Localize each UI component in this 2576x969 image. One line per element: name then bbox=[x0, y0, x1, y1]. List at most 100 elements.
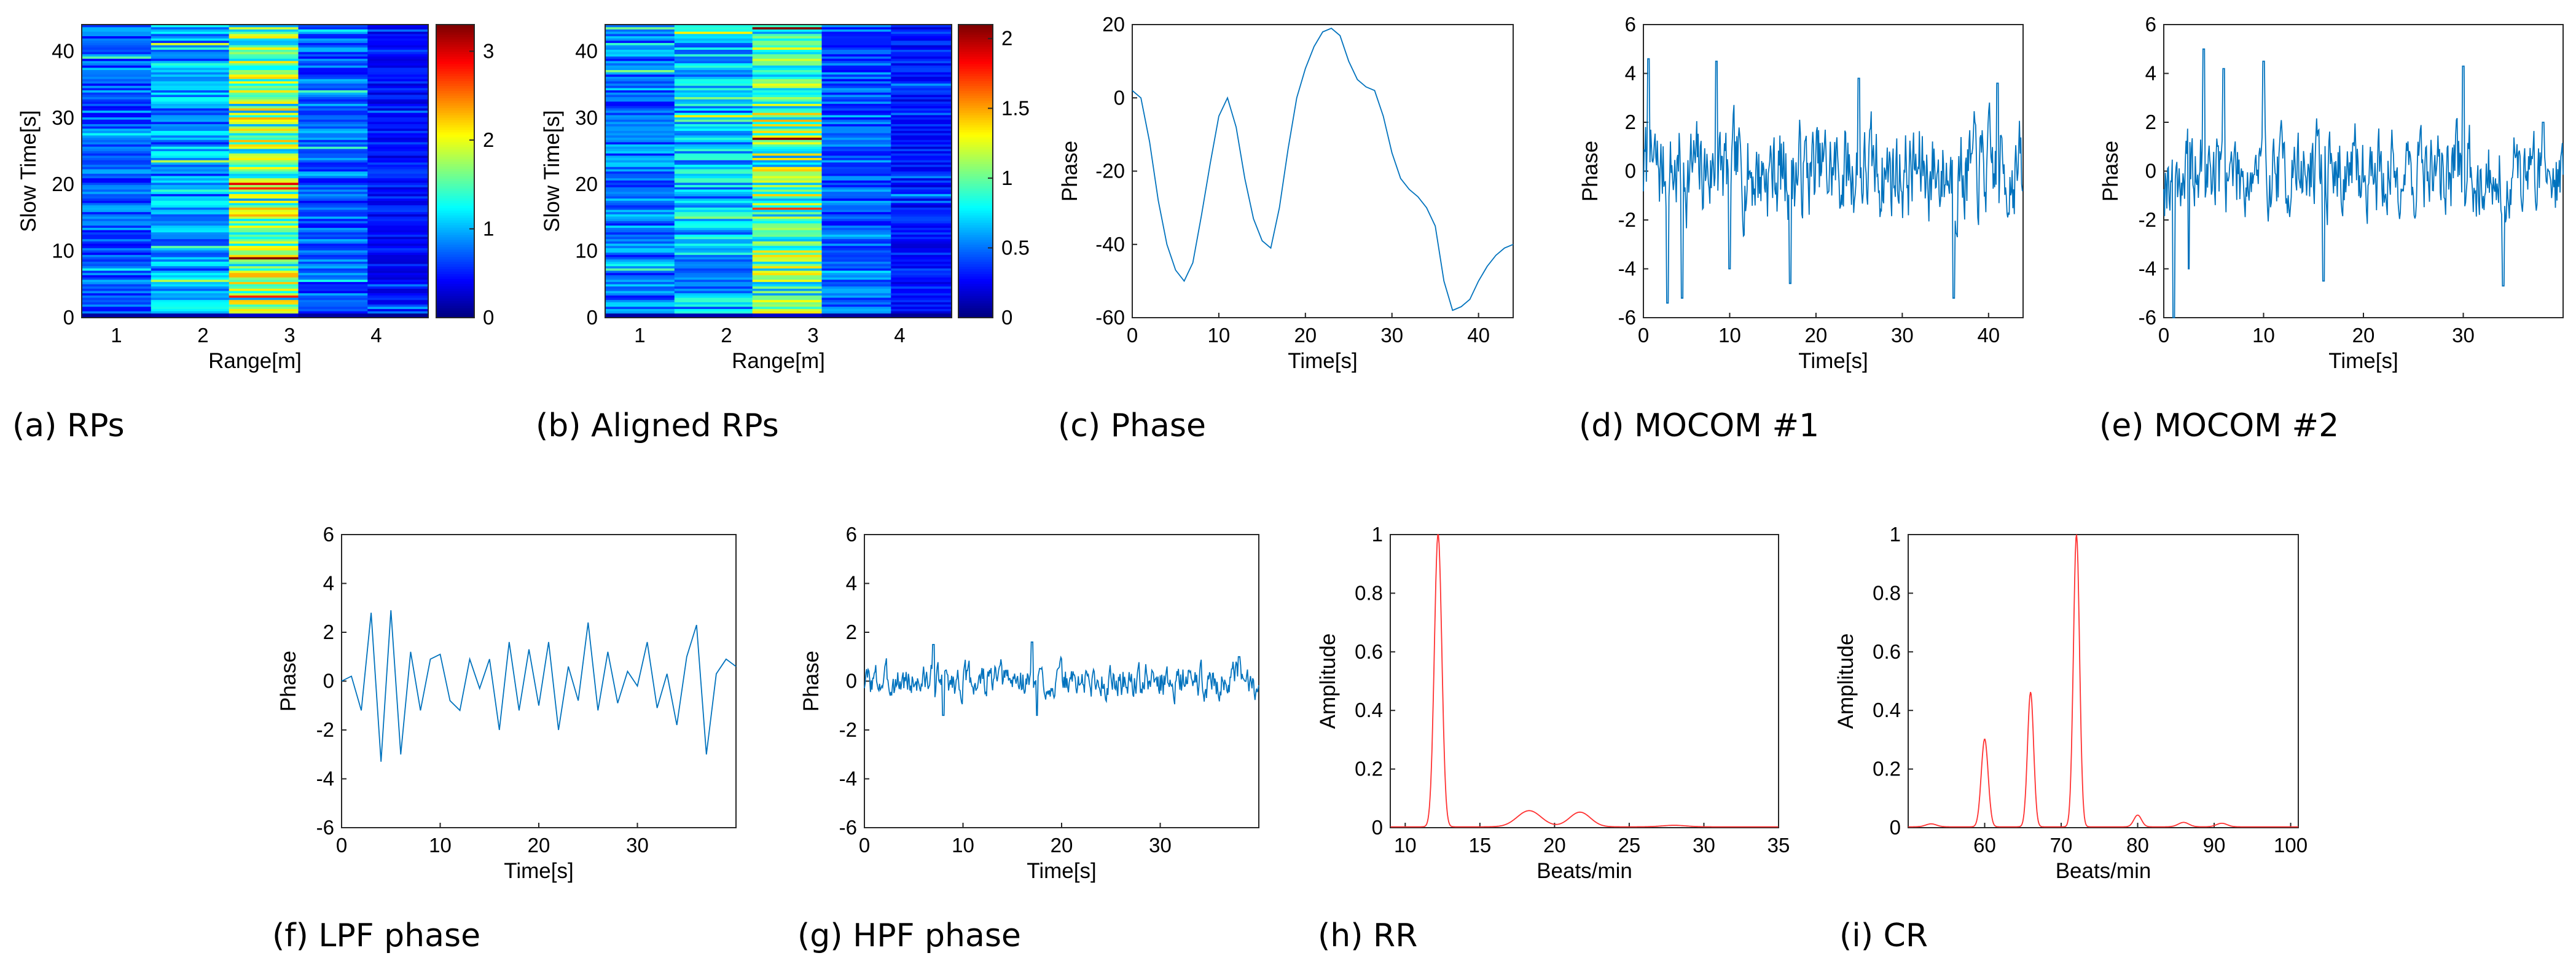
colorbar-segment bbox=[436, 200, 474, 203]
heatmap-cell bbox=[82, 87, 152, 91]
colorbar-segment bbox=[958, 90, 993, 93]
y-tick-label: -60 bbox=[1095, 306, 1125, 329]
heatmap-cell bbox=[82, 36, 152, 39]
heatmap-cell bbox=[82, 47, 152, 50]
heatmap-cell bbox=[367, 184, 429, 187]
heatmap-cell bbox=[605, 214, 675, 217]
heatmap-cell bbox=[298, 205, 368, 208]
colorbar-segment bbox=[436, 68, 474, 72]
heatmap-cell bbox=[752, 218, 823, 221]
colorbar-segment bbox=[436, 144, 474, 147]
heatmap-cell bbox=[752, 63, 823, 66]
heatmap-cell bbox=[367, 245, 429, 248]
heatmap-cell bbox=[752, 130, 823, 133]
heatmap-cell bbox=[151, 245, 230, 248]
heatmap-cell bbox=[151, 114, 230, 118]
heatmap-cell bbox=[821, 141, 891, 145]
heatmap-cell bbox=[367, 90, 429, 93]
heatmap-cell bbox=[605, 222, 675, 226]
colorbar-segment bbox=[958, 278, 993, 281]
heatmap-cell bbox=[752, 173, 823, 176]
heatmap-cell bbox=[298, 36, 368, 39]
heatmap-cell bbox=[151, 238, 230, 241]
heatmap-cell bbox=[674, 114, 753, 118]
heatmap-cell bbox=[82, 292, 152, 296]
heatmap-cell bbox=[674, 234, 753, 237]
heatmap-cell bbox=[752, 135, 823, 138]
heatmap-cell bbox=[298, 241, 368, 244]
heatmap-cell bbox=[229, 308, 299, 312]
colorbar-segment bbox=[958, 210, 993, 213]
heatmap-cell bbox=[891, 191, 952, 194]
heatmap-cell bbox=[367, 42, 429, 45]
heatmap-cell bbox=[82, 290, 152, 294]
heatmap-cell bbox=[151, 92, 230, 95]
heatmap-cell bbox=[151, 205, 230, 208]
heatmap-cell bbox=[821, 315, 891, 318]
colorbar-segment bbox=[958, 31, 993, 35]
heatmap-cell bbox=[674, 74, 753, 77]
heatmap-cell bbox=[752, 238, 823, 241]
heatmap-cell bbox=[151, 155, 230, 159]
heatmap-cell bbox=[82, 308, 152, 312]
heatmap-cell bbox=[821, 195, 891, 199]
heatmap-cell bbox=[82, 74, 152, 77]
heatmap-cell bbox=[151, 310, 230, 314]
heatmap-cell bbox=[367, 299, 429, 302]
heatmap-cell bbox=[229, 45, 299, 48]
colorbar-segment bbox=[958, 273, 993, 277]
heatmap-cell bbox=[674, 211, 753, 214]
colorbar-segment bbox=[436, 224, 474, 228]
heatmap-cell bbox=[82, 96, 152, 100]
y-tick-label: 4 bbox=[846, 572, 857, 595]
heatmap-cell bbox=[891, 252, 952, 255]
heatmap-cell bbox=[752, 254, 823, 257]
heatmap-cell bbox=[752, 175, 823, 179]
heatmap-cell bbox=[605, 80, 675, 84]
heatmap-cell bbox=[752, 36, 823, 39]
heatmap-cell bbox=[891, 238, 952, 241]
heatmap-cell bbox=[605, 261, 675, 264]
heatmap-cell bbox=[752, 259, 823, 262]
heatmap-cell bbox=[891, 286, 952, 289]
heatmap-cell bbox=[891, 189, 952, 192]
colorbar-segment bbox=[958, 112, 993, 116]
heatmap-cell bbox=[821, 268, 891, 271]
heatmap-cell bbox=[151, 281, 230, 284]
heatmap-cell bbox=[229, 241, 299, 244]
y-tick-label: 1 bbox=[1890, 523, 1901, 546]
x-tick-label: 70 bbox=[2050, 834, 2073, 857]
heatmap-cell bbox=[229, 25, 299, 28]
heatmap-cell bbox=[151, 153, 230, 156]
heatmap-cell bbox=[298, 83, 368, 86]
heatmap-cell bbox=[151, 117, 230, 120]
y-axis-label: Phase bbox=[2099, 141, 2123, 202]
heatmap-cell bbox=[821, 184, 891, 187]
heatmap-cell bbox=[298, 101, 368, 104]
colorbar-segment bbox=[436, 122, 474, 125]
heatmap-cell bbox=[605, 292, 675, 296]
y-axis-label: Phase bbox=[1058, 141, 1082, 202]
heatmap-cell bbox=[151, 286, 230, 289]
heatmap-cell bbox=[82, 182, 152, 186]
colorbar-segment bbox=[436, 76, 474, 79]
colorbar-tick-label: 3 bbox=[483, 39, 494, 62]
heatmap-cell bbox=[82, 259, 152, 262]
y-tick-label: 0.8 bbox=[1355, 581, 1383, 604]
heatmap-cell bbox=[891, 168, 952, 172]
heatmap-cell bbox=[298, 175, 368, 179]
heatmap-cell bbox=[605, 47, 675, 50]
heatmap-cell bbox=[605, 205, 675, 208]
heatmap-cell bbox=[752, 124, 823, 127]
x-tick-label: 0 bbox=[1127, 324, 1138, 347]
colorbar-segment bbox=[958, 146, 993, 150]
heatmap-cell bbox=[298, 157, 368, 160]
heatmap-cell bbox=[891, 236, 952, 240]
heatmap-cell bbox=[674, 272, 753, 275]
y-tick-label: 10 bbox=[52, 240, 74, 262]
heatmap-cell bbox=[821, 92, 891, 95]
heatmap-cell bbox=[752, 308, 823, 312]
heatmap-cell bbox=[674, 222, 753, 226]
heatmap-cell bbox=[891, 87, 952, 91]
heatmap-cell bbox=[752, 198, 823, 201]
